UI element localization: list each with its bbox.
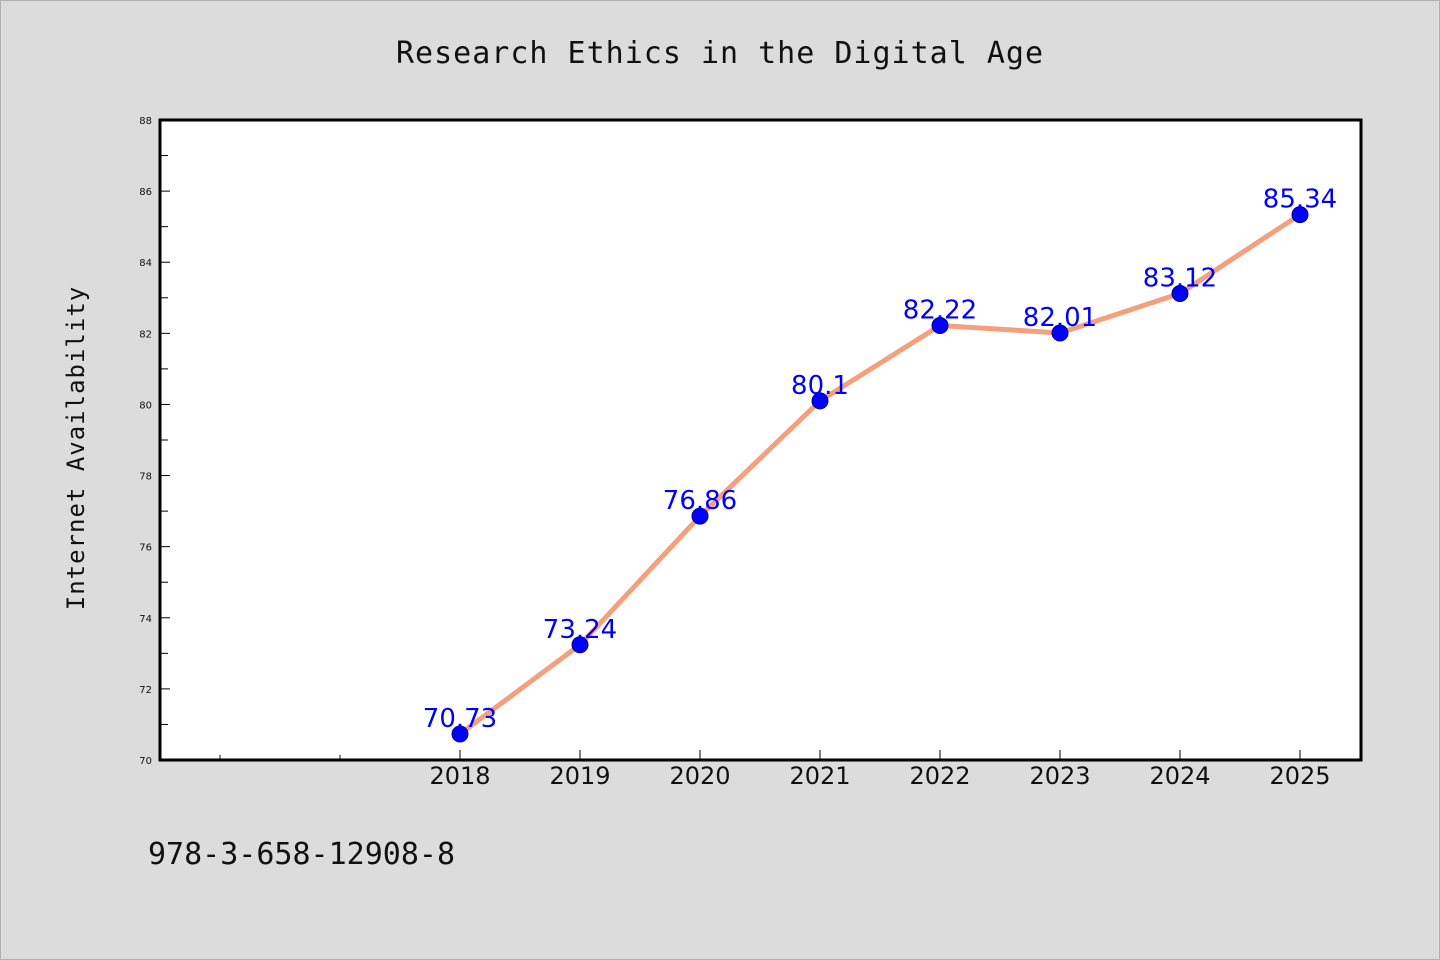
data-point	[931, 317, 949, 335]
x-tick-label: 2022	[909, 762, 970, 790]
y-tick-label: 76	[139, 543, 152, 554]
y-tick-label: 74	[139, 614, 152, 625]
data-label: 83.12	[1143, 264, 1217, 294]
x-tick-label: 2024	[1149, 762, 1210, 790]
data-point	[1291, 206, 1309, 224]
y-axis-label: Internet Availability	[62, 286, 90, 610]
x-tick-label: 2020	[669, 762, 730, 790]
data-label: 76.86	[663, 486, 737, 516]
y-tick-label: 84	[139, 258, 152, 269]
x-tick-label: 2019	[549, 762, 610, 790]
data-label: 82.22	[903, 296, 977, 326]
data-markers	[451, 206, 1309, 743]
data-point	[691, 507, 709, 525]
data-labels: 70.73 73.24 76.86 80.1 82.22 82.01 83.12 85.34	[423, 185, 1337, 734]
data-point	[1051, 324, 1069, 342]
data-point	[451, 725, 469, 743]
y-tick-label: 86	[139, 187, 152, 198]
data-point	[1171, 285, 1189, 303]
y-tick-label: 80	[139, 400, 152, 411]
x-tick-label: 2018	[429, 762, 490, 790]
isbn-footnote: 978-3-658-12908-8	[148, 837, 455, 872]
y-tick-label: 88	[139, 116, 152, 127]
y-tick-label: 82	[139, 329, 152, 340]
x-tick-label: 2023	[1029, 762, 1090, 790]
data-label: 85.34	[1263, 185, 1337, 215]
data-point	[571, 636, 589, 654]
x-tick-label: 2021	[789, 762, 850, 790]
plot-area	[158, 118, 1363, 762]
y-tick-label: 78	[139, 472, 152, 483]
y-tick-label: 72	[139, 685, 152, 696]
data-label: 80.1	[791, 371, 849, 401]
data-label: 82.01	[1023, 303, 1097, 333]
data-label: 70.73	[423, 704, 497, 734]
axis-ticks: 70 72 74 76 78 80 82 84 86 88 2018 2019 2020 2021 2022…	[139, 116, 1330, 790]
data-point	[811, 392, 829, 410]
x-tick-label: 2025	[1269, 762, 1330, 790]
data-label: 73.24	[543, 615, 617, 645]
chart-title: Research Ethics in the Digital Age	[396, 36, 1044, 71]
series-line	[458, 212, 1302, 737]
y-tick-label: 70	[139, 756, 152, 767]
